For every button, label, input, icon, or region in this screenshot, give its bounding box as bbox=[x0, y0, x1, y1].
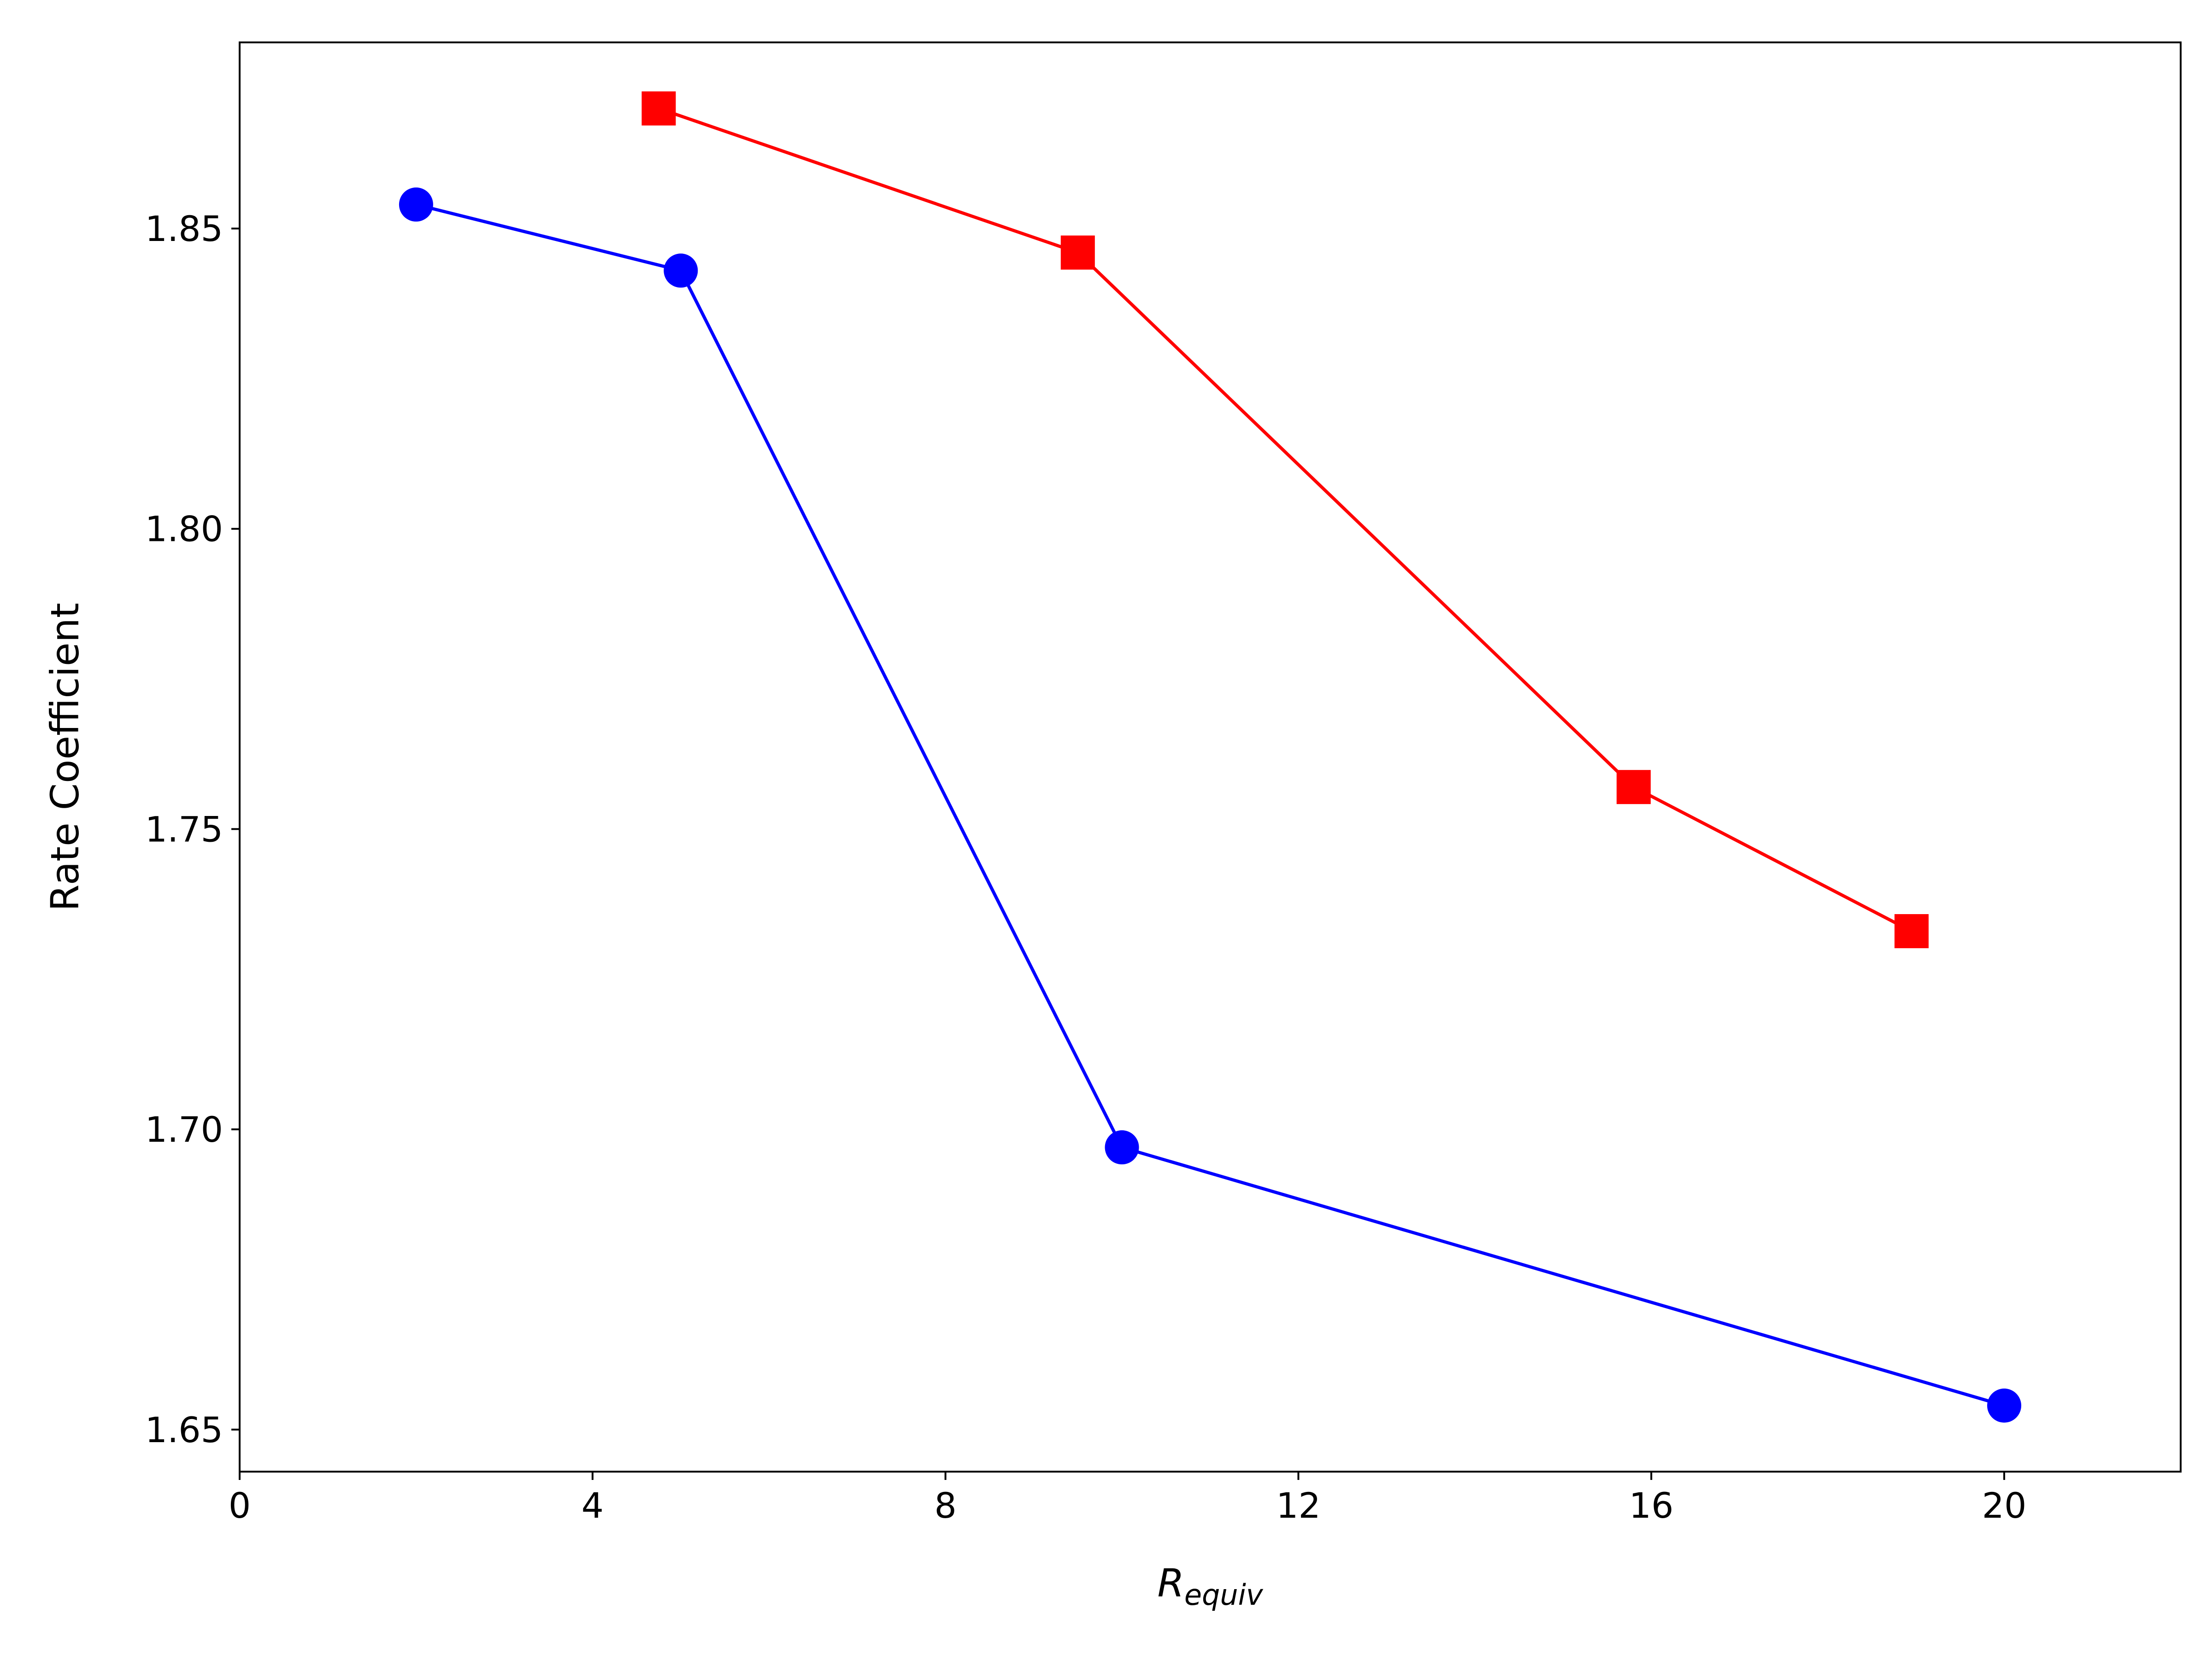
series-2-point bbox=[1894, 914, 1929, 948]
plot-frame bbox=[239, 41, 2182, 1473]
y-tick-label: 1.75 bbox=[145, 809, 223, 850]
x-tick-label: 16 bbox=[1629, 1485, 1674, 1526]
y-tick-label: 1.65 bbox=[145, 1409, 223, 1450]
x-tick-label: 20 bbox=[1982, 1485, 2027, 1526]
series-2-line bbox=[658, 107, 1912, 933]
x-axis-label: Requiv bbox=[1157, 1561, 1263, 1612]
series-2-point bbox=[1060, 235, 1095, 270]
series-1-line bbox=[416, 203, 2005, 1407]
series-1-point bbox=[1105, 1130, 1139, 1165]
ticks-layer: 0 4 8 12 16 20 1.65 1.70 1.75 1.80 1.85 bbox=[145, 208, 2027, 1526]
series-layer bbox=[399, 91, 2022, 1423]
series-1-point bbox=[664, 253, 698, 288]
y-axis-label: Rate Coefficient bbox=[42, 603, 88, 911]
x-tick-label: 0 bbox=[229, 1485, 251, 1526]
series-1-point bbox=[399, 187, 433, 222]
x-axis-label-main: R bbox=[1157, 1561, 1184, 1606]
x-tick-label: 4 bbox=[582, 1485, 604, 1526]
y-tick-label: 1.80 bbox=[145, 509, 223, 550]
series-1-point bbox=[1987, 1388, 2022, 1423]
x-tick-label: 12 bbox=[1276, 1485, 1321, 1526]
series-2-point bbox=[1616, 770, 1651, 804]
x-axis-label-sub: equiv bbox=[1184, 1578, 1264, 1612]
series-2-point bbox=[641, 91, 676, 126]
y-tick-label: 1.85 bbox=[145, 208, 223, 249]
x-tick-label: 8 bbox=[934, 1485, 956, 1526]
y-tick-label: 1.70 bbox=[145, 1109, 223, 1150]
